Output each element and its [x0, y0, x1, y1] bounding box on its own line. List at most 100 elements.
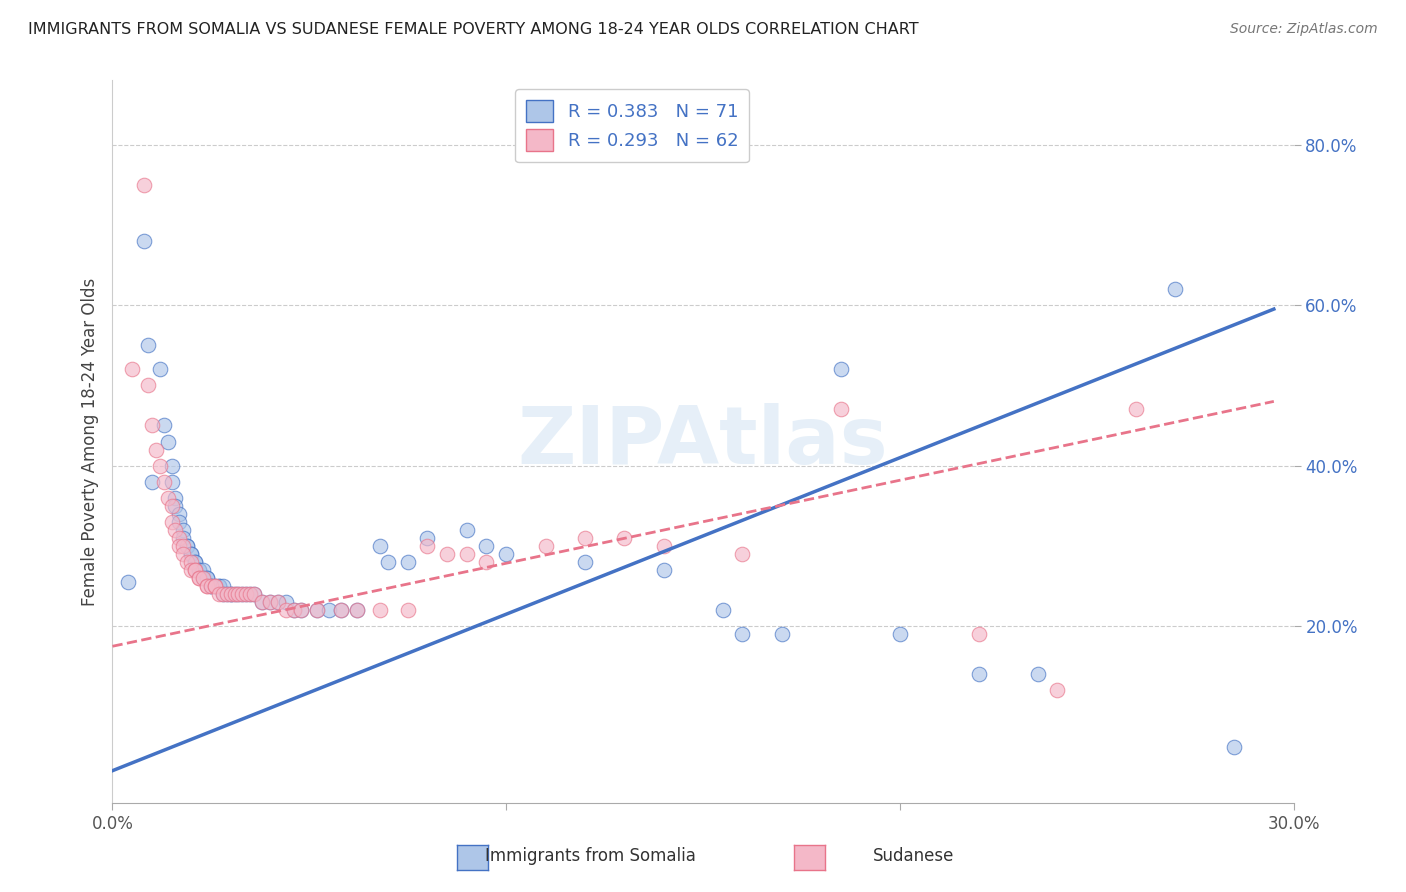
- Point: [274, 595, 297, 609]
- Point: [889, 627, 911, 641]
- Point: [475, 555, 498, 569]
- Point: [145, 442, 167, 457]
- Point: [830, 402, 852, 417]
- Point: [377, 555, 399, 569]
- Point: [290, 603, 312, 617]
- Point: [180, 555, 202, 569]
- Point: [165, 499, 187, 513]
- Point: [770, 627, 793, 641]
- Point: [204, 579, 226, 593]
- Point: [208, 579, 231, 593]
- Point: [574, 555, 596, 569]
- Point: [290, 603, 312, 617]
- Point: [652, 563, 675, 577]
- Point: [231, 587, 253, 601]
- Point: [136, 338, 159, 352]
- Point: [188, 571, 211, 585]
- Point: [191, 571, 214, 585]
- Point: [274, 603, 297, 617]
- Point: [180, 563, 202, 577]
- Point: [132, 178, 155, 192]
- Point: [188, 571, 211, 585]
- Point: [184, 555, 207, 569]
- Point: [188, 563, 211, 577]
- Point: [160, 458, 183, 473]
- Point: [141, 418, 163, 433]
- Point: [172, 531, 194, 545]
- Point: [396, 603, 419, 617]
- Point: [215, 587, 238, 601]
- Point: [191, 563, 214, 577]
- Point: [165, 491, 187, 505]
- Text: Source: ZipAtlas.com: Source: ZipAtlas.com: [1230, 22, 1378, 37]
- Point: [830, 362, 852, 376]
- Point: [243, 587, 266, 601]
- Point: [169, 539, 191, 553]
- Point: [219, 587, 242, 601]
- Point: [169, 515, 191, 529]
- Point: [368, 539, 391, 553]
- Point: [283, 603, 305, 617]
- Point: [1125, 402, 1147, 417]
- Point: [239, 587, 262, 601]
- Point: [184, 563, 207, 577]
- Point: [180, 547, 202, 561]
- Point: [156, 491, 179, 505]
- Point: [180, 547, 202, 561]
- Point: [211, 587, 233, 601]
- Text: Immigrants from Somalia: Immigrants from Somalia: [485, 847, 696, 865]
- Point: [165, 523, 187, 537]
- Point: [184, 563, 207, 577]
- Point: [259, 595, 281, 609]
- Point: [211, 579, 233, 593]
- Point: [1223, 739, 1246, 754]
- Point: [416, 539, 439, 553]
- Point: [224, 587, 246, 601]
- Point: [329, 603, 352, 617]
- Point: [967, 667, 990, 681]
- Point: [1026, 667, 1049, 681]
- Point: [215, 587, 238, 601]
- Point: [200, 579, 222, 593]
- Point: [156, 434, 179, 449]
- Point: [152, 418, 174, 433]
- Point: [176, 555, 198, 569]
- Point: [195, 579, 218, 593]
- Point: [224, 587, 246, 601]
- Text: ZIPAtlas: ZIPAtlas: [517, 402, 889, 481]
- Point: [152, 475, 174, 489]
- Point: [195, 571, 218, 585]
- Point: [235, 587, 257, 601]
- Point: [169, 507, 191, 521]
- Point: [208, 579, 231, 593]
- Point: [534, 539, 557, 553]
- Point: [1164, 282, 1187, 296]
- Point: [204, 579, 226, 593]
- Point: [172, 539, 194, 553]
- Point: [208, 587, 231, 601]
- Point: [329, 603, 352, 617]
- Point: [731, 547, 754, 561]
- Point: [132, 234, 155, 248]
- Point: [456, 547, 478, 561]
- Point: [495, 547, 517, 561]
- Point: [149, 362, 172, 376]
- Point: [307, 603, 329, 617]
- Point: [191, 571, 214, 585]
- Point: [176, 539, 198, 553]
- Point: [188, 563, 211, 577]
- Point: [243, 587, 266, 601]
- Point: [318, 603, 340, 617]
- Point: [346, 603, 368, 617]
- Point: [346, 603, 368, 617]
- Y-axis label: Female Poverty Among 18-24 Year Olds: Female Poverty Among 18-24 Year Olds: [80, 277, 98, 606]
- Point: [1046, 683, 1069, 698]
- Point: [267, 595, 290, 609]
- Point: [172, 523, 194, 537]
- Point: [259, 595, 281, 609]
- Legend: R = 0.383   N = 71, R = 0.293   N = 62: R = 0.383 N = 71, R = 0.293 N = 62: [515, 89, 749, 162]
- Point: [160, 515, 183, 529]
- Point: [475, 539, 498, 553]
- Point: [121, 362, 143, 376]
- Point: [195, 579, 218, 593]
